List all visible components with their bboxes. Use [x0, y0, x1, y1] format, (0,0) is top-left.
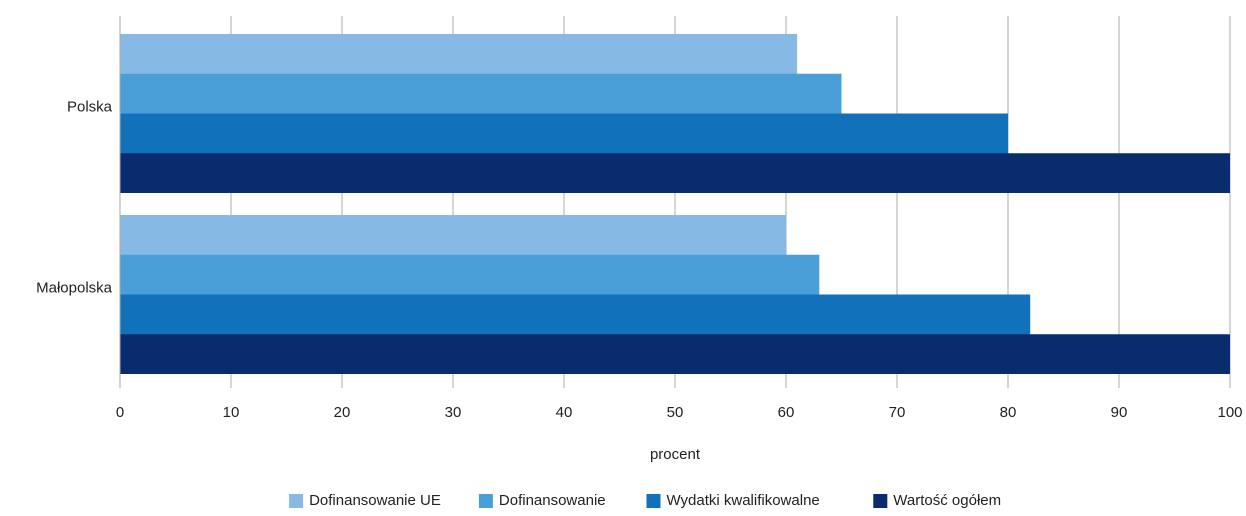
x-tick-label: 60	[778, 404, 795, 421]
category-label: Małopolska	[36, 280, 113, 297]
bar-2-4	[120, 334, 1230, 374]
legend-swatch-1	[289, 494, 304, 508]
legend-label-2: Dofinansowanie	[499, 492, 606, 509]
x-tick-label: 70	[889, 404, 906, 421]
legend-swatch-3	[646, 494, 661, 508]
category-labels: Polska Małopolska	[36, 99, 113, 297]
x-tick-labels: 0 10 20 30 40 50 60 70 80 90 100	[116, 404, 1243, 421]
x-tick-label: 0	[116, 404, 124, 421]
legend-label-3: Wydatki kwalifikowalne	[667, 492, 820, 509]
x-tick-label: 90	[1111, 404, 1128, 421]
legend-label-4: Wartość ogółem	[893, 492, 1001, 509]
legend-swatch-4	[873, 494, 888, 508]
x-tick-label: 10	[223, 404, 240, 421]
legend-swatch-2	[478, 494, 493, 508]
x-tick-label: 100	[1217, 404, 1242, 421]
x-tick-label: 30	[445, 404, 462, 421]
x-tick-label: 40	[556, 404, 573, 421]
legend-label-1: Dofinansowanie UE	[309, 492, 441, 509]
x-tick-label: 20	[334, 404, 351, 421]
x-axis-title: procent	[650, 446, 701, 463]
x-tick-label: 80	[1000, 404, 1017, 421]
bar-1-4	[120, 153, 1230, 193]
bars	[120, 34, 1230, 374]
legend: Dofinansowanie UE Dofinansowanie Wydatki k…	[289, 492, 1001, 509]
category-label: Polska	[67, 99, 113, 116]
x-tick-label: 50	[667, 404, 684, 421]
